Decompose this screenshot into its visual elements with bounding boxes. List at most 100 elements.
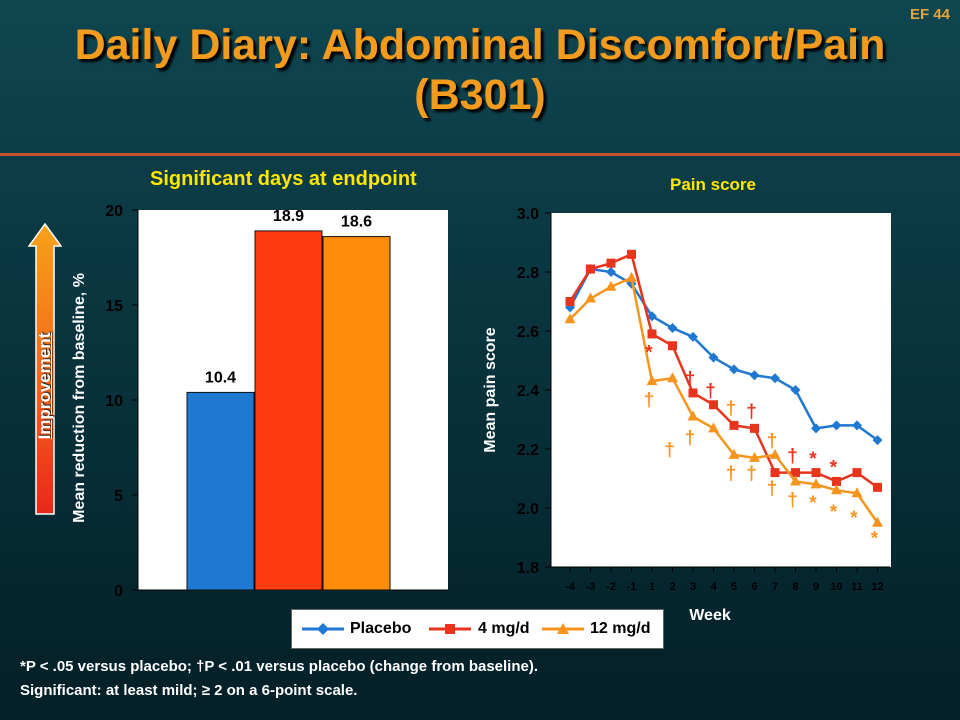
data-point: [770, 468, 780, 478]
data-point: [708, 422, 719, 433]
line-x-tick-label: 4: [710, 581, 717, 593]
bar-value-label: 10.4: [205, 369, 236, 386]
data-point: [626, 271, 637, 282]
line-y-tick-label: 3.0: [517, 206, 539, 223]
data-point: [585, 292, 596, 303]
data-point: [564, 313, 576, 324]
data-point: [873, 482, 882, 492]
data-point: [627, 249, 636, 259]
line-x-tick-label: 1: [649, 581, 655, 593]
data-point: [605, 280, 617, 291]
significance-marker: †: [664, 440, 675, 461]
line-x-axis-label: Week: [689, 607, 731, 624]
data-point: [811, 423, 821, 434]
slide-title: Daily Diary: Abdominal Discomfort/Pain (…: [0, 20, 960, 120]
legend-label-placebo: Placebo: [350, 620, 412, 637]
legend-marker-placebo: [302, 623, 344, 635]
line-x-tick-label: 7: [772, 581, 778, 593]
significance-marker: †: [726, 464, 737, 485]
title-line-2: (B301): [414, 71, 546, 119]
data-point: [687, 410, 699, 421]
line-y-tick-label: 2.2: [517, 442, 539, 459]
data-point: [647, 329, 657, 339]
significance-marker: †: [746, 402, 757, 423]
line-y-tick-label: 2.4: [517, 383, 539, 400]
data-point: [709, 400, 718, 410]
data-point: [872, 516, 883, 527]
legend-marker-12mg: [542, 623, 584, 634]
series-line: [569, 276, 879, 524]
line-x-tick-label: 8: [792, 581, 798, 593]
title-divider: [0, 153, 960, 156]
data-point: [606, 267, 616, 277]
significance-marker: †: [644, 390, 655, 411]
line-y-tick-label: 1.8: [517, 560, 539, 577]
legend-label-4mg: 4 mg/d: [478, 620, 530, 637]
data-point: [688, 388, 698, 398]
line-x-tick-label: -1: [627, 581, 637, 593]
data-point: [708, 352, 719, 363]
data-point: [606, 258, 616, 268]
bar-y-tick-label: 15: [105, 298, 123, 315]
data-point: [668, 341, 677, 351]
line-x-tick-label: 12: [871, 581, 883, 593]
data-point: [646, 375, 658, 386]
improvement-arrow: [27, 222, 63, 516]
significance-marker: *: [809, 449, 817, 470]
line-y-tick-label: 2.6: [517, 324, 539, 341]
bar-y-tick-label: 0: [114, 583, 123, 600]
footnote-significance: *P < .05 versus placebo; †P < .01 versus…: [20, 658, 539, 675]
significance-marker: *: [830, 458, 838, 479]
data-point: [852, 420, 862, 431]
data-point: [565, 297, 575, 306]
line-x-tick-label: 5: [731, 581, 737, 593]
slide-code: EF 44: [909, 6, 950, 23]
data-point: [791, 468, 800, 478]
data-point: [750, 423, 759, 433]
bar-chart-title: Significant days at endpoint: [150, 168, 417, 190]
significance-marker: †: [767, 478, 778, 499]
bar-y-tick-label: 20: [105, 203, 123, 220]
significance-marker: †: [787, 490, 798, 511]
significance-marker: *: [645, 343, 653, 364]
line-y-axis-label: Mean pain score: [482, 327, 499, 452]
data-point: [647, 311, 657, 322]
significance-marker: †: [705, 381, 716, 402]
line-x-tick-label: 11: [851, 581, 863, 593]
legend-label-12mg: 12 mg/d: [590, 620, 651, 637]
data-point: [667, 323, 678, 334]
line-y-tick-label: 2.0: [517, 501, 539, 518]
line-x-tick-label: 10: [830, 581, 842, 593]
data-point: [852, 468, 862, 478]
significance-marker: *: [830, 502, 838, 523]
data-point: [811, 468, 821, 478]
data-point: [749, 370, 760, 381]
line-x-tick-label: -4: [565, 581, 576, 593]
bar-y-tick-label: 5: [114, 488, 123, 505]
bar: [254, 230, 323, 591]
line-x-tick-label: 2: [669, 581, 675, 593]
significance-marker: *: [809, 493, 817, 514]
footnote-definition: Significant: at least mild; ≥ 2 on a 6-p…: [20, 682, 358, 699]
data-point: [586, 264, 595, 274]
data-point: [688, 331, 698, 342]
data-point: [872, 435, 883, 446]
significance-marker: †: [685, 369, 696, 390]
data-point: [790, 385, 801, 395]
line-x-tick-label: 6: [751, 581, 757, 593]
data-point: [831, 484, 842, 495]
data-point: [667, 372, 678, 383]
bar: [186, 391, 255, 591]
data-point: [832, 476, 841, 486]
data-point: [728, 448, 740, 459]
bar-value-label: 18.9: [273, 208, 304, 225]
legend-marker-4mg: [429, 624, 471, 634]
chart-legend: Placebo 4 mg/d 12 mg/d: [291, 609, 664, 649]
significance-marker: †: [787, 446, 798, 467]
line-y-tick-label: 2.8: [517, 265, 539, 282]
bar: [322, 236, 391, 591]
data-point: [749, 451, 760, 462]
data-point: [769, 448, 781, 459]
data-point: [851, 487, 863, 498]
